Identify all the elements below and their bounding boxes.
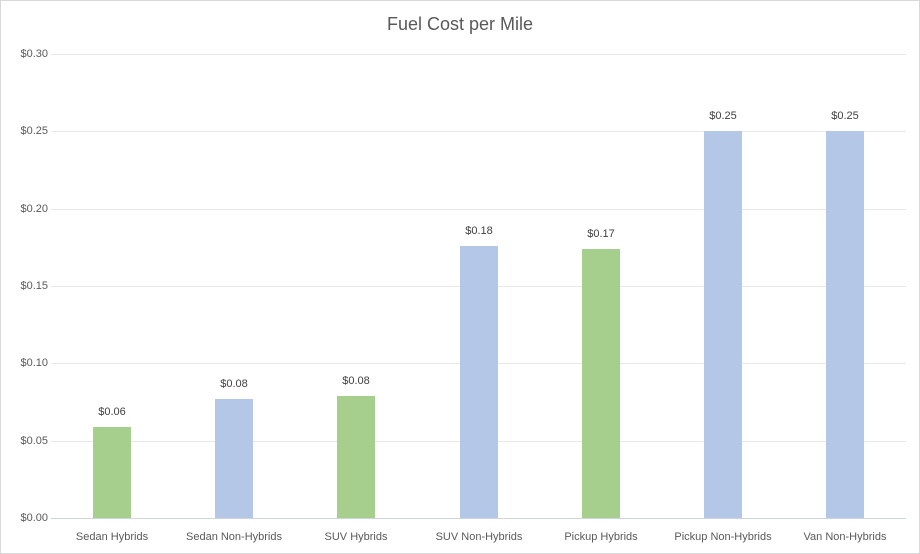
bar-value-label: $0.08 bbox=[342, 375, 370, 387]
y-axis-tick-label: $0.20 bbox=[20, 203, 48, 215]
gridline bbox=[51, 131, 906, 132]
y-axis-tick-label: $0.10 bbox=[20, 357, 48, 369]
x-axis-line bbox=[51, 518, 906, 519]
bar-value-label: $0.08 bbox=[220, 378, 248, 390]
bar-van-non-hybrids bbox=[826, 131, 864, 518]
x-axis-category-label: Pickup Hybrids bbox=[564, 531, 638, 543]
chart-title: Fuel Cost per Mile bbox=[386, 14, 534, 34]
bar-value-label: $0.06 bbox=[98, 406, 126, 418]
y-axis-tick-label: $0.05 bbox=[20, 435, 48, 447]
gridline bbox=[51, 54, 906, 55]
gridline bbox=[51, 209, 906, 210]
y-axis-tick-label: $0.15 bbox=[20, 280, 48, 292]
bar-sedan-hybrids bbox=[93, 427, 131, 518]
bar-pickup-non-hybrids bbox=[704, 131, 742, 518]
bar-suv-hybrids bbox=[337, 396, 375, 518]
plot-area: $0.06 $0.08 $0.08 $0.18 $0.17 $0.25 $0.25 bbox=[51, 54, 906, 519]
bar-value-label: $0.25 bbox=[831, 110, 859, 122]
bar-sedan-non-hybrids bbox=[215, 399, 253, 518]
bar-suv-non-hybrids bbox=[460, 246, 498, 518]
bar-value-label: $0.17 bbox=[587, 228, 615, 240]
y-axis-tick-label: $0.25 bbox=[20, 125, 48, 137]
x-axis-category-label: Van Non-Hybrids bbox=[803, 531, 887, 543]
x-axis-category-label: Sedan Non-Hybrids bbox=[186, 531, 282, 543]
x-axis-category-label: SUV Hybrids bbox=[324, 531, 388, 543]
bar-value-label: $0.18 bbox=[465, 225, 493, 237]
y-axis-tick-label: $0.30 bbox=[20, 48, 48, 60]
x-axis-category-label: Sedan Hybrids bbox=[75, 531, 149, 543]
y-axis-tick-label: $0.00 bbox=[20, 512, 48, 524]
x-axis-category-label: Pickup Non-Hybrids bbox=[674, 531, 772, 543]
bar-value-label: $0.25 bbox=[709, 110, 737, 122]
x-axis-category-label: SUV Non-Hybrids bbox=[435, 531, 523, 543]
bar-pickup-hybrids bbox=[582, 249, 620, 518]
